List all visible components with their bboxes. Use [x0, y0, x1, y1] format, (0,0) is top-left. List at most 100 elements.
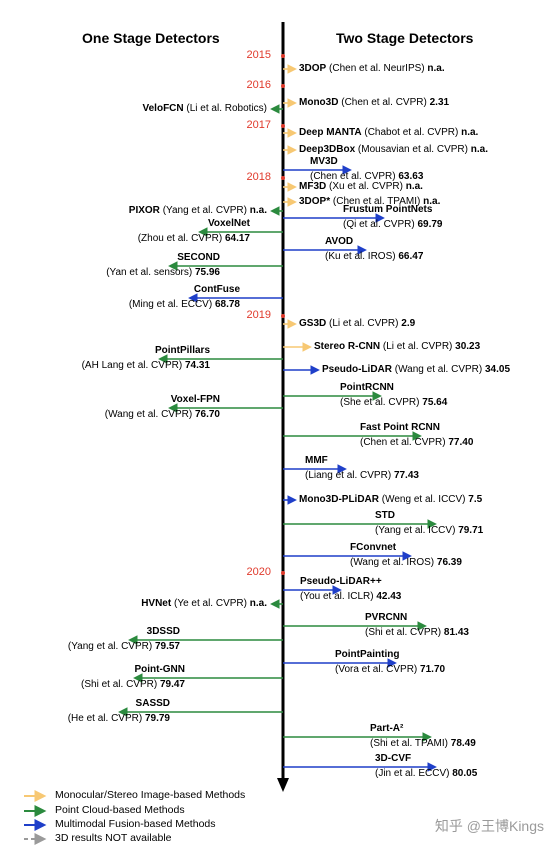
- detector-score: n.a.: [423, 196, 441, 207]
- detector-score: 76.70: [194, 409, 220, 420]
- detector-name: 3D-CVF: [375, 753, 412, 764]
- detector-entry: Frustum PointNets (Qi et al. CVPR) 69.79: [343, 202, 443, 232]
- detector-name: Part-A²: [370, 723, 404, 734]
- right-header: Two Stage Detectors: [336, 30, 474, 46]
- detector-name: PointRCNN: [340, 382, 394, 393]
- detector-score: 74.31: [184, 360, 210, 371]
- detector-name: PIXOR: [128, 205, 160, 216]
- detector-entry: PointPillars (AH Lang et al. CVPR) 74.31: [82, 343, 210, 373]
- detector-entry: 3DOP* (Chen et al. TPAMI) n.a.: [299, 194, 440, 209]
- detector-entry: STD (Yang et al. ICCV) 79.71: [375, 508, 483, 538]
- detector-reference: (Wang et al. CVPR): [104, 409, 193, 420]
- detector-reference: (Zhou et al. CVPR): [137, 233, 223, 244]
- detector-score: 69.79: [417, 219, 443, 230]
- detector-score: 2.9: [401, 318, 416, 329]
- detector-entry: Point-GNN (Shi et al. CVPR) 79.47: [81, 662, 185, 692]
- detector-reference: (Mousavian et al. CVPR): [357, 144, 468, 155]
- detector-entry: ContFuse (Ming et al. ECCV) 68.78: [129, 282, 240, 312]
- year-marker: [281, 314, 285, 318]
- detector-score: n.a.: [461, 127, 479, 138]
- detector-score: 79.57: [154, 641, 180, 652]
- detector-entry: Voxel-FPN (Wang et al. CVPR) 76.70: [105, 392, 220, 422]
- detector-score: 77.43: [393, 470, 419, 481]
- legend-label: Multimodal Fusion-based Methods: [55, 818, 216, 830]
- year-label: 2018: [246, 171, 271, 183]
- detector-score: 79.71: [458, 525, 484, 536]
- detector-reference: (Yang et al. ICCV): [375, 525, 456, 536]
- detector-score: 80.05: [452, 768, 478, 779]
- detector-score: 78.49: [450, 738, 476, 749]
- detector-entry: MF3D (Xu et al. CVPR) n.a.: [299, 179, 423, 194]
- detector-reference: (Yang et al. CVPR): [67, 641, 153, 652]
- year-marker: [281, 124, 285, 128]
- detector-name: Pseudo-LiDAR++: [300, 576, 382, 587]
- detector-entry: GS3D (Li et al. CVPR) 2.9: [299, 316, 415, 331]
- detector-score: 76.39: [436, 557, 462, 568]
- detector-entry: Pseudo-LiDAR++ (You et al. ICLR) 42.43: [300, 574, 401, 604]
- detector-entry: Deep MANTA (Chabot et al. CVPR) n.a.: [299, 125, 478, 140]
- detector-entry: 3D-CVF (Jin et al. ECCV) 80.05: [375, 751, 477, 781]
- detector-name: AVOD: [325, 236, 354, 247]
- detector-name: VeloFCN: [142, 103, 184, 114]
- detector-entry: Fast Point RCNN (Chen et al. CVPR) 77.40: [360, 420, 473, 450]
- year-marker: [281, 571, 285, 575]
- detector-name: FConvnet: [350, 542, 397, 553]
- detector-entry: MV3D (Chen et al. CVPR) 63.63: [310, 154, 423, 184]
- detector-score: 77.40: [448, 437, 474, 448]
- detector-name: 3DOP*: [299, 196, 331, 207]
- detector-entry: FConvnet (Wang et al. IROS) 76.39: [350, 540, 462, 570]
- detector-name: Voxel-FPN: [170, 394, 220, 405]
- watermark: 知乎 @王博Kings: [434, 818, 544, 834]
- detector-score: 75.96: [194, 267, 220, 278]
- detector-entry: Mono3D-PLiDAR (Weng et al. ICCV) 7.5: [299, 492, 482, 507]
- year-label: 2015: [246, 49, 271, 61]
- detector-reference: (Li et al. CVPR): [382, 341, 453, 352]
- detector-name: Fast Point RCNN: [360, 422, 440, 433]
- detector-entry: Pseudo-LiDAR (Wang et al. CVPR) 34.05: [322, 362, 510, 377]
- detector-reference: (She et al. CVPR): [340, 397, 420, 408]
- timeline-arrowhead: [277, 778, 289, 792]
- detector-name: MMF: [305, 455, 328, 466]
- detector-score: 68.78: [214, 299, 240, 310]
- detector-name: GS3D: [299, 318, 327, 329]
- detector-score: n.a.: [405, 181, 423, 192]
- detector-name: 3DSSD: [146, 626, 180, 637]
- detector-entry: Deep3DBox (Mousavian et al. CVPR) n.a.: [299, 142, 488, 157]
- detector-name: HVNet: [141, 598, 172, 609]
- detector-entry: Stereo R-CNN (Li et al. CVPR) 30.23: [314, 339, 480, 354]
- detector-reference: (Chen et al. CVPR): [341, 97, 427, 108]
- detector-score: 2.31: [429, 97, 450, 108]
- detector-entry: AVOD (Ku et al. IROS) 66.47: [325, 234, 423, 264]
- detector-name: SECOND: [177, 252, 220, 263]
- detector-name: Deep3DBox: [299, 144, 356, 155]
- detector-name: Mono3D-PLiDAR: [299, 494, 379, 505]
- detector-entry: PIXOR (Yang et al. CVPR) n.a.: [129, 203, 267, 218]
- detector-entry: SECOND (Yan et al. sensors) 75.96: [106, 250, 220, 280]
- detector-name: Pseudo-LiDAR: [322, 364, 392, 375]
- left-header: One Stage Detectors: [82, 30, 220, 46]
- detector-reference: (Chen et al. CVPR): [360, 437, 446, 448]
- detector-score: 63.63: [398, 171, 424, 182]
- legend-label: Point Cloud-based Methods: [55, 804, 185, 816]
- legend-label: Monocular/Stereo Image-based Methods: [55, 789, 246, 801]
- detector-reference: (Liang et al. CVPR): [305, 470, 392, 481]
- detector-entry: Mono3D (Chen et al. CVPR) 2.31: [299, 95, 449, 110]
- detector-name: Point-GNN: [134, 664, 185, 675]
- detector-reference: (Qi et al. CVPR): [343, 219, 415, 230]
- detector-entry: VeloFCN (Li et al. Robotics): [143, 101, 268, 116]
- year-label: 2016: [246, 79, 271, 91]
- detector-name: VoxelNet: [207, 218, 250, 229]
- detector-name: Deep MANTA: [299, 127, 362, 138]
- detector-score: 81.43: [443, 627, 469, 638]
- detector-reference: (Shi et al. TPAMI): [370, 738, 448, 749]
- year-marker: [281, 84, 285, 88]
- detector-entry: Part-A² (Shi et al. TPAMI) 78.49: [370, 721, 476, 751]
- detector-score: 34.05: [485, 364, 511, 375]
- detector-reference: (Shi et al. CVPR): [365, 627, 442, 638]
- detector-name: 3DOP: [299, 63, 327, 74]
- year-marker: [281, 54, 285, 58]
- legend-label: 3D results NOT available: [55, 832, 172, 844]
- detector-entry: PointRCNN (She et al. CVPR) 75.64: [340, 380, 447, 410]
- detector-name: STD: [375, 510, 395, 521]
- detector-name: Mono3D: [299, 97, 339, 108]
